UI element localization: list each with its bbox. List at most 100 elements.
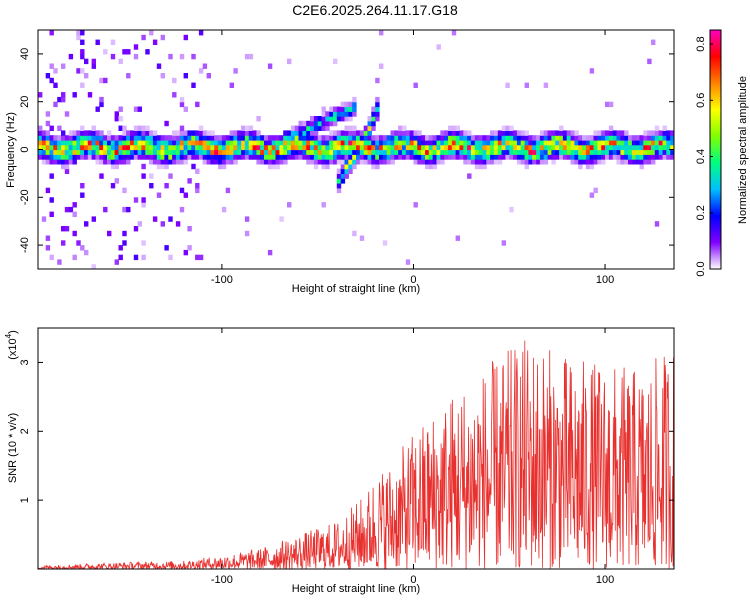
spectrogram-cell xyxy=(214,159,219,165)
spectrogram-cell xyxy=(118,149,123,155)
spectrogram-cell xyxy=(409,149,414,155)
spectrogram-cell xyxy=(601,159,606,165)
spectrogram-cell xyxy=(593,130,598,136)
spectrogram-cell xyxy=(336,149,342,155)
spectrogram-cell xyxy=(333,58,338,65)
spectrogram-cell xyxy=(390,130,395,136)
spectrogram-cell xyxy=(126,135,131,141)
spectrogram-cell xyxy=(225,154,231,160)
spectrogram-cell xyxy=(486,154,491,160)
spectrogram-cell xyxy=(348,101,353,108)
spectrogram-cell xyxy=(375,144,380,151)
spectrogram-cell xyxy=(574,139,579,146)
spectrogram-cell xyxy=(210,139,215,146)
spectrogram-cell xyxy=(294,149,300,155)
spectrogram-cell xyxy=(275,159,280,165)
spectrogram-cell xyxy=(451,130,457,136)
spectrogram-cell xyxy=(409,144,414,151)
spectrogram-cell xyxy=(344,130,349,136)
spectrogram-cell xyxy=(68,149,74,155)
spectrogram-cell xyxy=(651,159,656,165)
spectrogram-cell xyxy=(356,154,361,160)
spectrogram-cell xyxy=(662,125,667,131)
spectrogram-cell xyxy=(405,139,411,146)
spectrogram-cell xyxy=(520,144,526,151)
spectrogram-cell xyxy=(643,135,648,141)
snr-x-ticks: -100 0 100 xyxy=(211,328,614,586)
spectrogram-cell xyxy=(275,163,280,170)
spectrogram-cell xyxy=(505,82,510,88)
spectrogram-cell xyxy=(287,139,292,146)
spectrogram-cell xyxy=(202,63,208,69)
spectrogram-cell xyxy=(114,111,119,117)
spectrogram-cell xyxy=(218,159,223,165)
spectrogram-cell xyxy=(363,144,369,151)
spectrogram-cell xyxy=(91,149,96,155)
spectrogram-cell xyxy=(367,159,372,165)
spectrogram-cell xyxy=(574,159,579,165)
spectrogram-cell xyxy=(210,149,215,155)
spectrogram-cell xyxy=(497,144,503,151)
spectrogram-cell xyxy=(72,130,77,136)
spectrogram-cell xyxy=(68,159,74,165)
spectrogram-cell xyxy=(348,163,353,170)
spectrogram-cell xyxy=(210,130,215,136)
spectrogram-cell xyxy=(256,135,261,141)
spectrogram-cell xyxy=(267,249,273,256)
spectrogram-cell xyxy=(133,144,139,151)
spectrogram-cell xyxy=(582,135,587,141)
spectrogram-cell xyxy=(49,154,54,160)
spectrogram-cell xyxy=(313,144,319,151)
spectrogram-cell xyxy=(68,154,74,160)
spectrogram-cell xyxy=(202,139,208,146)
spectrogram-cell xyxy=(114,144,119,151)
spectrogram-cell xyxy=(394,135,399,141)
spectrogram-cell xyxy=(99,154,104,160)
spectrogram-cell xyxy=(122,159,127,165)
spectrogram-cell xyxy=(459,149,464,155)
spectrogram-cell xyxy=(321,106,326,112)
spectrogram-cell xyxy=(505,130,510,136)
spectrogram-cell xyxy=(624,149,629,155)
spectrogram-cell xyxy=(241,149,246,155)
spectrogram-cell xyxy=(110,183,116,189)
spectrogram-cell xyxy=(608,154,614,160)
spectrogram-cell xyxy=(666,135,671,141)
spectrogram-cell xyxy=(179,101,185,108)
spectrogram-cell xyxy=(275,149,280,155)
spectrogram-cell xyxy=(348,168,353,174)
spectrogram-cell xyxy=(428,135,434,141)
spectrogram-cell xyxy=(141,173,146,179)
spectrogram-cell xyxy=(80,68,85,74)
spectrogram-cell xyxy=(175,144,181,151)
spectrogram-cell xyxy=(578,144,583,151)
spectrogram-cell xyxy=(628,139,633,146)
spectrogram-cell xyxy=(658,139,664,146)
spectrogram-cell xyxy=(241,130,246,136)
spectrogram-cell xyxy=(57,125,62,131)
spectrogram-cell xyxy=(248,53,254,60)
spectrogram-cell xyxy=(490,139,495,146)
spectrogram-cell xyxy=(555,149,560,155)
spectrogram-cell xyxy=(64,135,70,141)
spectrogram-cell xyxy=(356,139,361,146)
spectrogram-cell xyxy=(493,154,499,160)
spectrogram-cell xyxy=(206,154,211,160)
spectrogram-cell xyxy=(221,154,227,160)
spectrogram-cell xyxy=(336,116,342,122)
spectrogram-cell xyxy=(543,130,549,136)
spectrogram-cell xyxy=(593,187,598,194)
spectrogram-cell xyxy=(172,149,177,155)
spectrogram-cell xyxy=(493,130,499,136)
spectrogram-cell xyxy=(321,149,326,155)
spectrogram-cell xyxy=(267,144,273,151)
spectrogram-cell xyxy=(118,135,123,141)
spectrogram-cell xyxy=(620,154,625,160)
spectrogram-cell xyxy=(547,149,552,155)
spectrogram-cell xyxy=(156,135,162,141)
spectrogram-cell xyxy=(352,111,357,117)
spectrogram-cell xyxy=(559,130,564,136)
spectrogram-cell xyxy=(152,139,158,146)
spectrogram-cell xyxy=(359,235,365,241)
